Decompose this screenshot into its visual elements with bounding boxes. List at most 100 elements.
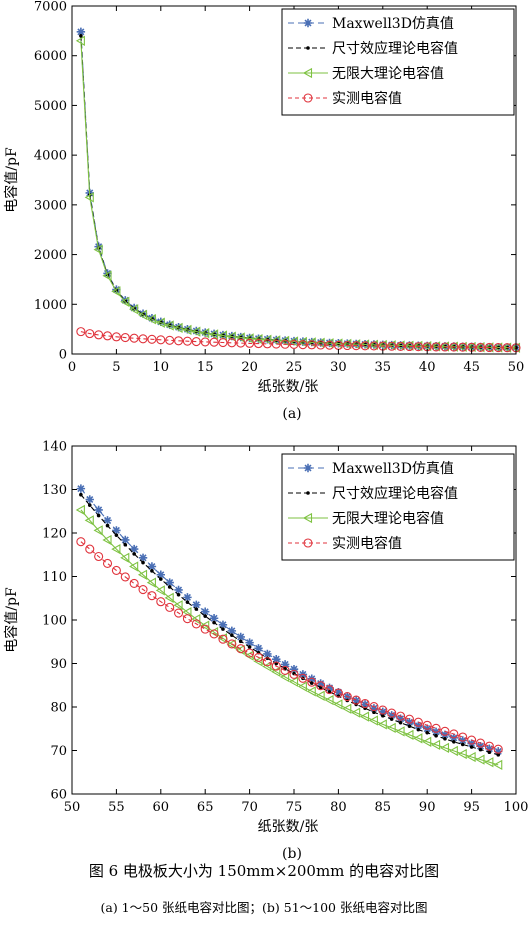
- data-point: [315, 690, 325, 701]
- data-point: [123, 542, 128, 547]
- data-point: [449, 729, 459, 739]
- x-axis-label: 纸张数/张: [258, 819, 319, 835]
- legend-marker: [303, 93, 313, 103]
- data-point: [112, 526, 121, 535]
- data-point: [147, 591, 157, 601]
- data-point: [342, 703, 352, 714]
- data-point: [309, 681, 314, 685]
- data-point: [137, 569, 148, 580]
- legend-label: 无限大理论电容值: [332, 510, 444, 527]
- y-tick-label: 130: [42, 483, 67, 498]
- panel-label: (b): [282, 846, 302, 862]
- data-point: [94, 505, 103, 515]
- data-point: [146, 577, 156, 588]
- data-point: [191, 337, 201, 347]
- data-point: [288, 336, 299, 347]
- data-point: [280, 339, 290, 349]
- data-point: [85, 329, 95, 339]
- data-point: [227, 338, 237, 348]
- data-point: [167, 585, 172, 589]
- data-point: [156, 570, 165, 579]
- data-point: [114, 533, 119, 537]
- y-tick-label: 1000: [34, 298, 67, 313]
- data-point: [150, 569, 154, 573]
- data-point: [174, 336, 184, 346]
- data-point: [111, 286, 121, 297]
- data-point: [76, 327, 86, 337]
- y-tick-label: 6000: [34, 49, 67, 64]
- data-point: [475, 754, 485, 765]
- data-point: [200, 337, 210, 347]
- x-tick-label: 90: [419, 800, 436, 815]
- panel-label: (a): [282, 406, 301, 422]
- data-point: [360, 341, 370, 351]
- data-point: [425, 730, 430, 735]
- x-tick-label: 70: [241, 800, 258, 815]
- data-point: [271, 661, 281, 671]
- legend-label: 实测电容值: [332, 90, 402, 107]
- data-point: [247, 645, 252, 649]
- data-point: [280, 665, 290, 676]
- data-point: [342, 692, 352, 702]
- data-point: [279, 335, 290, 347]
- data-point: [176, 592, 181, 597]
- data-point: [192, 600, 201, 609]
- data-point: [316, 679, 325, 688]
- data-point: [262, 339, 272, 349]
- data-point: [182, 336, 192, 346]
- data-point: [227, 639, 237, 649]
- data-point: [413, 733, 423, 744]
- data-point: [439, 742, 450, 754]
- data-point: [476, 741, 485, 751]
- data-point: [297, 681, 307, 692]
- x-tick-label: 80: [330, 800, 347, 815]
- y-tick-label: 120: [42, 527, 67, 542]
- data-point: [200, 624, 210, 634]
- data-point: [221, 627, 225, 631]
- data-point: [413, 717, 423, 727]
- series-3: [76, 537, 503, 754]
- data-point: [280, 660, 290, 669]
- data-point: [111, 332, 121, 342]
- x-tick-label: 0: [68, 360, 76, 375]
- data-point: [209, 614, 219, 623]
- legend-box: [281, 453, 515, 561]
- data-point: [75, 504, 85, 516]
- legend-box: [281, 8, 515, 116]
- data-point: [138, 334, 148, 344]
- data-point: [200, 327, 210, 339]
- data-point: [79, 492, 83, 497]
- data-point: [218, 634, 228, 644]
- data-point: [182, 614, 192, 624]
- data-point: [475, 342, 486, 352]
- data-point: [173, 600, 183, 611]
- data-point: [298, 673, 308, 683]
- data-point: [271, 335, 281, 346]
- data-point: [173, 322, 183, 334]
- chart-panel-a: 0 5 10 15 20 25 30 35 40 45 50 0 1000 2000 3000 4000 500…: [3, 0, 524, 422]
- legend-marker: [303, 463, 313, 473]
- y-tick-label: 3000: [34, 198, 67, 213]
- data-point: [496, 753, 501, 757]
- data-point: [416, 727, 421, 732]
- data-point: [372, 710, 376, 715]
- data-point: [369, 704, 379, 713]
- data-point: [396, 714, 405, 723]
- data-point: [138, 584, 148, 595]
- data-point: [422, 736, 432, 747]
- x-tick-label: 5: [112, 360, 120, 375]
- x-tick-label: 60: [153, 800, 170, 815]
- data-point: [253, 656, 263, 667]
- data-point: [121, 535, 130, 545]
- data-point: [155, 317, 165, 328]
- data-point: [156, 597, 166, 607]
- data-point: [159, 577, 163, 581]
- data-point: [120, 333, 130, 343]
- data-point: [84, 515, 94, 526]
- legend-marker: [303, 18, 313, 28]
- data-point: [208, 329, 219, 340]
- x-tick-label: 85: [375, 800, 392, 815]
- data-point: [245, 638, 254, 647]
- data-point: [137, 309, 148, 320]
